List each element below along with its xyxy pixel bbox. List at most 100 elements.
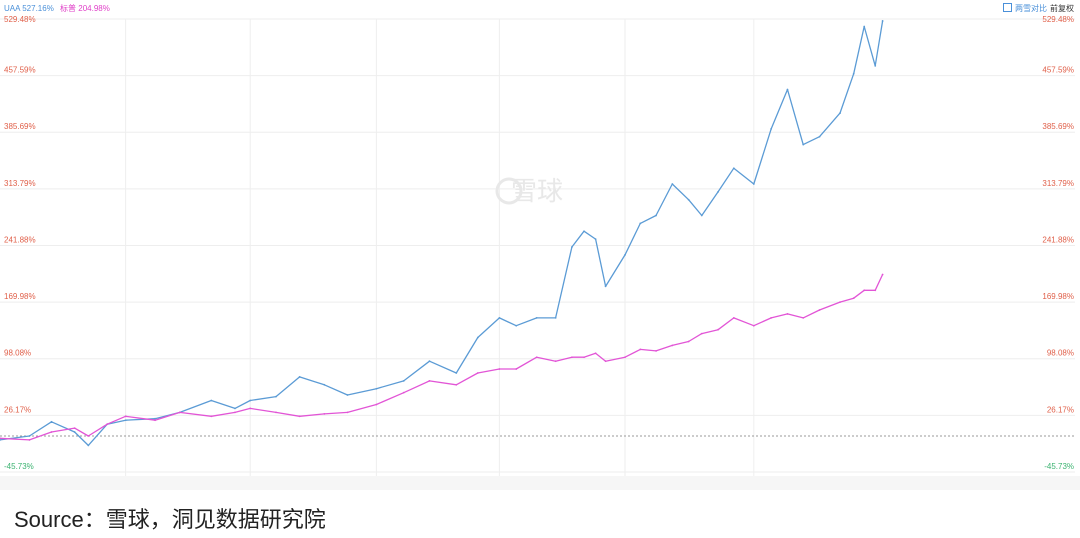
data-point bbox=[671, 344, 674, 347]
data-point bbox=[73, 431, 76, 433]
data-point bbox=[346, 394, 349, 396]
source-caption: Source：雪球，洞见数据研究院 bbox=[14, 507, 326, 532]
watermark-text: 雪球 bbox=[511, 177, 563, 207]
y-tick-label-right: -45.73% bbox=[1044, 462, 1074, 471]
y-tick-label-left: 169.98% bbox=[4, 292, 36, 301]
legend-series-sp: 标普 204.98% bbox=[60, 4, 110, 13]
data-point bbox=[28, 439, 31, 441]
data-point bbox=[87, 435, 90, 437]
data-point bbox=[839, 301, 841, 304]
data-point bbox=[50, 431, 53, 433]
line-chart: 529.48% 529.48% 457.59% 457.59% 385.69% 385.6… bbox=[0, 15, 1080, 490]
data-point bbox=[402, 379, 405, 382]
y-tick-label-left: 241.88% bbox=[4, 235, 36, 244]
data-point bbox=[786, 313, 789, 315]
data-point bbox=[154, 419, 156, 422]
data-point bbox=[717, 190, 719, 193]
data-point bbox=[515, 368, 518, 370]
data-point bbox=[476, 372, 479, 374]
data-point bbox=[234, 407, 236, 410]
y-tick-label-right: 385.69% bbox=[1042, 122, 1074, 131]
data-point bbox=[210, 399, 213, 402]
data-point bbox=[881, 273, 884, 276]
data-point bbox=[498, 368, 501, 370]
data-point bbox=[852, 72, 855, 75]
data-point bbox=[752, 183, 755, 185]
data-point bbox=[0, 437, 1, 440]
range-navigator[interactable] bbox=[0, 476, 1080, 490]
y-tick-label-right: 169.98% bbox=[1042, 292, 1074, 301]
data-point bbox=[732, 167, 735, 170]
legend-series-uaa: UAA 527.16% bbox=[4, 4, 54, 13]
data-point bbox=[639, 348, 642, 351]
data-point bbox=[802, 143, 805, 146]
y-tick-label-left: 98.08% bbox=[4, 349, 31, 358]
y-tick-label-right: 26.17% bbox=[1047, 405, 1074, 414]
data-point bbox=[717, 328, 719, 331]
data-point bbox=[323, 413, 326, 415]
data-point bbox=[498, 316, 501, 319]
watermark-logo-icon bbox=[495, 177, 523, 205]
data-point bbox=[852, 297, 855, 300]
data-point bbox=[604, 360, 607, 363]
data-point bbox=[655, 214, 657, 217]
data-point bbox=[583, 230, 585, 233]
data-point bbox=[124, 415, 127, 418]
y-tick-label-right: 98.08% bbox=[1047, 349, 1074, 358]
data-point bbox=[874, 289, 877, 292]
data-point bbox=[375, 387, 378, 390]
data-point bbox=[863, 289, 866, 292]
data-point bbox=[87, 444, 90, 447]
data-point bbox=[50, 420, 53, 423]
y-tick-label-left: 457.59% bbox=[4, 66, 36, 75]
data-point bbox=[178, 411, 181, 414]
data-point bbox=[346, 411, 349, 414]
data-point bbox=[249, 399, 252, 402]
data-point bbox=[881, 20, 884, 22]
data-point bbox=[323, 383, 326, 386]
data-point bbox=[455, 372, 458, 374]
y-tick-label-right: 313.79% bbox=[1042, 179, 1074, 188]
data-point bbox=[73, 427, 76, 430]
data-point bbox=[234, 411, 236, 414]
y-tick-label-right: 529.48% bbox=[1042, 15, 1074, 24]
data-point bbox=[594, 352, 597, 355]
data-point bbox=[554, 316, 557, 319]
legend: UAA 527.16% 标普 204.98% bbox=[4, 3, 110, 14]
data-point bbox=[375, 403, 378, 406]
data-point bbox=[476, 336, 479, 339]
data-point bbox=[604, 285, 607, 288]
data-point bbox=[752, 324, 755, 327]
y-tick-label-left: 529.48% bbox=[4, 15, 36, 24]
data-point bbox=[571, 246, 573, 248]
data-point bbox=[639, 222, 642, 225]
series-line-uaa bbox=[0, 20, 884, 447]
data-point bbox=[106, 423, 109, 426]
data-point bbox=[624, 253, 626, 256]
y-tick-label-left: 385.69% bbox=[4, 122, 36, 131]
data-point bbox=[802, 316, 805, 319]
data-point bbox=[298, 415, 301, 418]
chart-area: 529.48% 529.48% 457.59% 457.59% 385.69% 385.6… bbox=[0, 3, 1080, 490]
adjust-mode-toggle[interactable]: 前复权 bbox=[1050, 4, 1074, 13]
data-point bbox=[700, 214, 703, 217]
data-point bbox=[455, 383, 458, 386]
data-point bbox=[687, 340, 690, 343]
data-point bbox=[583, 356, 585, 359]
data-point bbox=[770, 127, 773, 130]
data-point bbox=[535, 356, 538, 359]
y-tick-label-right: 457.59% bbox=[1042, 66, 1074, 75]
data-point bbox=[770, 316, 773, 319]
compare-icon[interactable] bbox=[1003, 3, 1012, 12]
data-point bbox=[275, 411, 277, 414]
data-point bbox=[249, 407, 252, 410]
y-tick-label-left: 26.17% bbox=[4, 405, 31, 414]
data-point bbox=[298, 376, 301, 378]
data-point bbox=[594, 238, 597, 241]
data-point bbox=[0, 439, 1, 441]
data-point bbox=[863, 25, 866, 28]
data-point bbox=[428, 360, 431, 363]
compare-toggle[interactable]: 两雪对比 bbox=[1015, 4, 1047, 13]
y-tick-label-left: -45.73% bbox=[4, 462, 34, 471]
data-point bbox=[655, 350, 657, 352]
